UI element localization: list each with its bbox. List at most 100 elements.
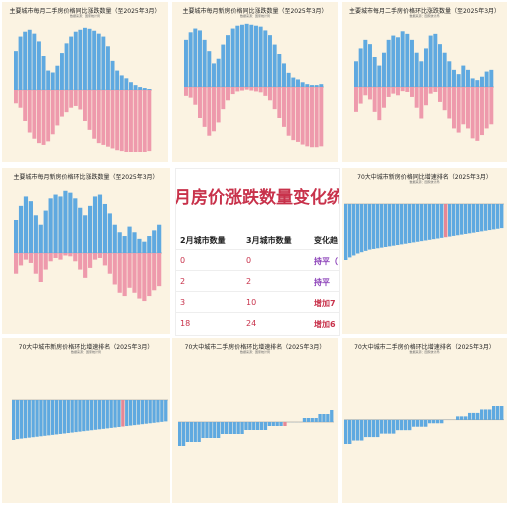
bar-up xyxy=(424,48,428,87)
bar-up xyxy=(38,224,43,253)
ranking-bar xyxy=(420,204,424,242)
bar-down xyxy=(419,87,424,119)
bar-down xyxy=(221,87,226,110)
ranking-bar xyxy=(408,419,412,431)
bar-up xyxy=(438,44,442,87)
bar-down xyxy=(424,87,428,106)
bar-down xyxy=(358,87,363,104)
ranking-bar xyxy=(51,400,55,435)
bar-up xyxy=(314,85,319,87)
bar-down xyxy=(319,87,324,147)
chart-tile-3: 主要城市每月二手房价格环比涨跌数量（至2025年3月） 数据来源：国家统计局 xyxy=(342,2,507,162)
ranking-bar xyxy=(136,400,141,425)
ranking-bar xyxy=(432,204,436,240)
ranking-bar xyxy=(58,400,63,434)
bar-down xyxy=(277,87,282,118)
ranking-bar xyxy=(15,400,20,440)
ranking-bar xyxy=(279,422,283,426)
chart-subtitle: 数据来源：国家统计局 xyxy=(409,180,440,184)
ranking-bar xyxy=(400,204,404,245)
bar-down xyxy=(119,90,124,152)
bar-down xyxy=(138,90,143,152)
bar-up xyxy=(414,52,419,87)
bar-down xyxy=(310,87,314,148)
ranking-bar xyxy=(392,204,396,246)
bar-down xyxy=(152,253,157,291)
chart-tile-5: 70大中城市新房价格同比增速排名（2025年3月） 数据来源：国家统计局 xyxy=(342,168,507,334)
bar-down xyxy=(112,253,117,285)
bar-down xyxy=(18,90,23,108)
ranking-bar xyxy=(113,400,117,428)
bar-up xyxy=(14,51,18,90)
ranking-bar xyxy=(314,418,318,422)
ranking-bar xyxy=(348,204,352,258)
ranking-bar xyxy=(267,422,272,426)
ranking-bar xyxy=(500,204,504,229)
bar-up xyxy=(23,31,28,90)
bar-up xyxy=(83,215,88,253)
bar-down xyxy=(37,90,41,144)
bar-down xyxy=(97,253,103,258)
chart-tile-2: 主要城市每月新房价格同比涨跌数量（至2025年3月） 数据来源：国家统计局 xyxy=(172,2,338,162)
ranking-bar xyxy=(412,204,416,243)
ranking-bar xyxy=(456,416,460,420)
ranking-bar xyxy=(384,419,388,434)
ranking-bar xyxy=(492,204,496,230)
bar-up xyxy=(50,72,55,90)
bar-up xyxy=(310,85,314,87)
ranking-bar xyxy=(408,204,412,244)
bar-up xyxy=(286,72,291,87)
ranking-bar xyxy=(97,400,102,430)
bar-up xyxy=(55,65,60,90)
bar-down xyxy=(33,253,38,274)
ranking-bar xyxy=(117,400,121,427)
chart-title: 主要城市每月二手房价格环比涨跌数量（至2025年3月） xyxy=(348,8,501,15)
ranking-bar xyxy=(348,419,352,444)
bar-down xyxy=(32,90,37,139)
ranking-bar xyxy=(35,400,39,437)
ranking-bar xyxy=(66,400,70,434)
bar-up xyxy=(14,220,19,253)
bar-down xyxy=(58,253,63,260)
ranking-bar xyxy=(201,422,205,438)
bar-up xyxy=(461,65,466,87)
bar-down xyxy=(405,87,410,92)
ranking-bar xyxy=(12,400,16,440)
chart-tile-1: 主要城市每月二手房价格同比涨跌数量（至2025年3月） 数据来源：国家统计局 xyxy=(2,2,168,162)
bar-up xyxy=(96,33,101,90)
bar-down xyxy=(447,87,452,119)
diverging-bar-chart xyxy=(354,31,494,141)
ranking-bar xyxy=(74,400,78,433)
ranking-bar xyxy=(185,422,190,442)
ranking-bar xyxy=(148,400,152,424)
bar-down xyxy=(391,87,396,94)
bar-up xyxy=(193,28,198,88)
bar-up xyxy=(97,194,103,253)
ranking-bar xyxy=(488,204,492,231)
ranking-bar xyxy=(456,204,460,236)
bar-up xyxy=(107,213,112,253)
ranking-bar xyxy=(178,422,182,446)
bar-down xyxy=(78,90,83,110)
ranking-bar xyxy=(47,400,51,436)
bar-up xyxy=(254,25,258,87)
chart-subtitle: 数据来源：国家统计局 xyxy=(70,350,101,354)
bar-up xyxy=(216,58,221,87)
bar-up xyxy=(18,36,23,90)
ranking-bar-chart xyxy=(12,399,168,440)
bar-up xyxy=(419,61,424,87)
cell: 3 xyxy=(180,298,186,307)
ranking-bar xyxy=(448,204,452,237)
ranking-bar xyxy=(468,412,472,420)
bar-down xyxy=(92,253,98,260)
bar-up xyxy=(64,43,69,90)
ranking-bar xyxy=(93,400,98,430)
ranking-bar xyxy=(472,412,476,420)
bar-up xyxy=(73,198,78,253)
ranking-bar xyxy=(404,419,408,431)
ranking-bar xyxy=(140,400,145,425)
chart-subtitle: 数据来源：国家统计局 xyxy=(409,14,440,18)
ranking-bar xyxy=(496,406,500,420)
bar-down xyxy=(129,90,133,152)
bar-down xyxy=(107,253,112,274)
